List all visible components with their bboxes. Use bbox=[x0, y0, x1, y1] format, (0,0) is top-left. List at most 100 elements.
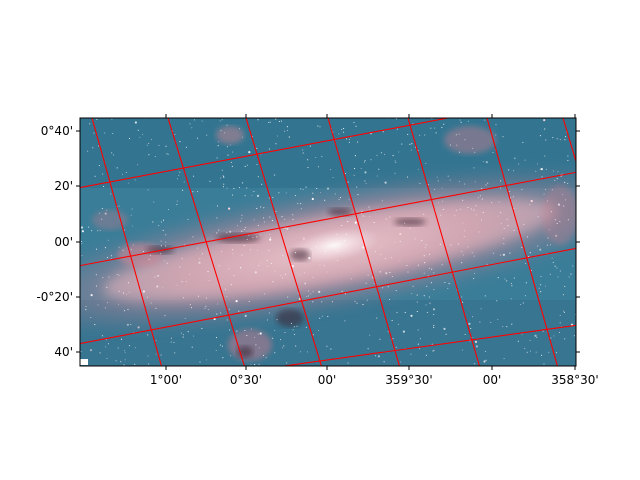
star bbox=[411, 143, 413, 145]
star bbox=[567, 219, 569, 221]
star bbox=[573, 335, 575, 337]
star bbox=[392, 338, 394, 340]
star bbox=[564, 285, 566, 287]
star bbox=[508, 169, 510, 171]
star bbox=[148, 154, 150, 156]
star bbox=[127, 282, 129, 284]
star bbox=[506, 280, 508, 282]
star bbox=[373, 221, 375, 224]
star bbox=[394, 241, 396, 243]
star bbox=[559, 139, 561, 141]
star bbox=[134, 363, 136, 365]
star bbox=[572, 265, 574, 267]
star bbox=[248, 151, 251, 154]
star bbox=[231, 165, 233, 167]
star bbox=[122, 249, 124, 251]
star bbox=[433, 324, 435, 326]
star bbox=[499, 187, 502, 189]
star bbox=[216, 232, 218, 234]
x-ticks bbox=[165, 114, 576, 370]
star bbox=[426, 285, 428, 287]
star bbox=[182, 189, 184, 191]
star bbox=[125, 293, 128, 295]
star bbox=[556, 222, 558, 225]
star bbox=[81, 255, 83, 257]
star bbox=[380, 254, 382, 256]
star bbox=[535, 351, 537, 353]
star bbox=[81, 240, 83, 243]
star bbox=[160, 221, 163, 223]
star bbox=[311, 197, 314, 201]
star bbox=[280, 275, 282, 277]
star bbox=[425, 244, 427, 246]
star bbox=[142, 250, 145, 253]
star bbox=[357, 194, 359, 196]
star bbox=[274, 352, 276, 354]
star bbox=[500, 254, 502, 256]
star bbox=[439, 243, 441, 245]
star bbox=[449, 179, 451, 181]
star bbox=[348, 141, 350, 143]
star bbox=[419, 338, 421, 340]
star bbox=[236, 330, 238, 332]
star bbox=[450, 244, 452, 246]
star bbox=[92, 147, 94, 149]
star bbox=[232, 253, 234, 255]
star bbox=[241, 230, 243, 232]
star bbox=[395, 161, 397, 164]
star bbox=[300, 203, 302, 205]
star bbox=[517, 340, 519, 342]
star bbox=[192, 191, 194, 193]
star bbox=[550, 337, 552, 339]
star bbox=[191, 127, 193, 129]
star bbox=[399, 260, 401, 262]
star bbox=[482, 211, 484, 213]
star bbox=[219, 344, 221, 346]
star bbox=[477, 197, 479, 199]
star bbox=[461, 296, 463, 298]
star bbox=[216, 217, 218, 219]
star bbox=[318, 290, 321, 293]
star bbox=[437, 180, 439, 182]
star bbox=[272, 337, 274, 340]
star bbox=[369, 334, 371, 336]
star bbox=[204, 307, 206, 309]
star bbox=[553, 335, 555, 337]
star bbox=[158, 144, 160, 146]
star bbox=[323, 264, 325, 266]
star bbox=[246, 164, 248, 166]
star bbox=[274, 174, 276, 176]
star bbox=[193, 175, 195, 177]
star bbox=[285, 192, 287, 194]
star bbox=[395, 290, 397, 292]
star bbox=[310, 248, 312, 250]
star bbox=[417, 264, 419, 266]
star bbox=[287, 296, 289, 298]
star bbox=[271, 220, 273, 222]
star bbox=[425, 354, 427, 356]
star bbox=[565, 199, 567, 201]
star bbox=[526, 351, 528, 353]
star bbox=[326, 271, 328, 273]
star bbox=[332, 177, 334, 179]
star bbox=[485, 161, 488, 164]
star bbox=[502, 253, 505, 256]
corner-marker bbox=[80, 359, 88, 365]
star bbox=[529, 252, 531, 254]
star bbox=[162, 229, 164, 231]
star bbox=[377, 355, 380, 358]
star bbox=[480, 219, 483, 221]
star bbox=[382, 131, 384, 133]
star bbox=[464, 183, 466, 185]
star bbox=[512, 196, 514, 198]
star bbox=[378, 168, 380, 170]
star bbox=[268, 197, 270, 199]
star bbox=[511, 323, 513, 325]
star bbox=[442, 208, 444, 210]
star bbox=[183, 181, 185, 183]
star bbox=[218, 265, 220, 267]
star bbox=[554, 219, 556, 221]
star bbox=[470, 327, 472, 329]
star bbox=[189, 123, 191, 125]
